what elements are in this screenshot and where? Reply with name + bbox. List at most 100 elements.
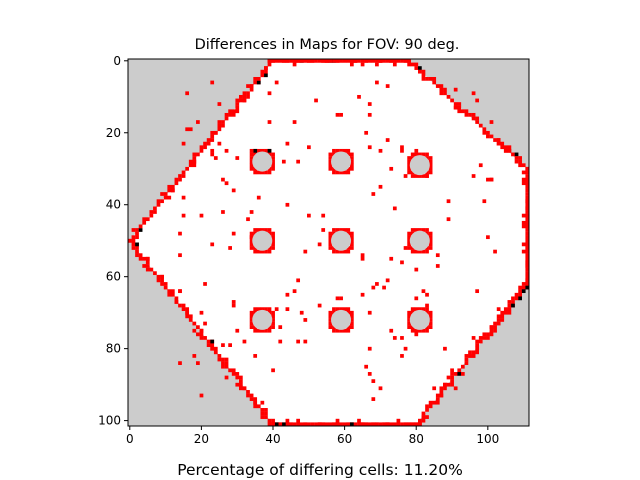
y-tick-label: 80 — [106, 342, 121, 356]
differing-cell — [142, 256, 147, 261]
differing-cell — [289, 422, 293, 427]
differing-cell — [396, 59, 401, 63]
differing-cell — [335, 249, 340, 254]
differing-cell — [407, 422, 411, 427]
differing-cell — [407, 62, 411, 67]
occupied-cell — [256, 80, 261, 85]
differing-cell — [267, 166, 272, 171]
occupied-cell — [135, 242, 139, 247]
differing-cell — [199, 328, 204, 333]
differing-cell — [249, 156, 254, 160]
differing-cell — [346, 231, 351, 236]
differing-cell — [253, 166, 258, 171]
differing-cell — [335, 296, 340, 301]
differing-cell — [514, 156, 519, 160]
differing-cell — [235, 375, 240, 380]
differing-cell — [274, 59, 279, 63]
differing-cell — [228, 109, 232, 114]
differing-cell — [478, 336, 483, 340]
differing-cell — [418, 69, 422, 74]
differing-cell — [518, 156, 522, 160]
differing-cell — [264, 228, 268, 232]
differing-cell — [271, 246, 275, 250]
differing-cell — [349, 242, 354, 247]
differing-cell — [435, 397, 440, 401]
differing-cell — [425, 292, 429, 297]
differing-cell — [310, 59, 315, 63]
differing-cell — [407, 159, 411, 164]
differing-cell — [407, 163, 411, 168]
differing-cell — [278, 59, 283, 63]
differing-cell — [242, 94, 247, 99]
differing-cell — [418, 174, 422, 178]
differing-cell — [414, 296, 419, 301]
differing-cell — [235, 372, 240, 376]
differing-cell — [493, 321, 497, 326]
differing-cell — [303, 422, 308, 427]
differing-cell — [400, 354, 404, 358]
differing-cell — [156, 274, 161, 279]
differing-cell — [281, 59, 286, 63]
differing-cell — [145, 264, 150, 268]
differing-cell — [292, 59, 297, 63]
differing-cell — [521, 177, 526, 182]
differing-cell — [235, 98, 240, 103]
differing-cell — [267, 228, 272, 232]
differing-cell — [428, 321, 433, 326]
differing-cell — [493, 328, 497, 333]
differing-cell — [328, 59, 333, 63]
differing-cell — [525, 246, 530, 250]
differing-cell — [221, 177, 225, 182]
differing-cell — [349, 321, 354, 326]
differing-cell — [346, 148, 351, 153]
differing-cell — [160, 199, 164, 204]
differing-cell — [131, 242, 136, 247]
differing-cell — [307, 213, 311, 218]
differing-cell — [264, 69, 268, 74]
differing-cell — [249, 242, 254, 247]
differing-cell — [260, 411, 265, 416]
differing-cell — [156, 278, 161, 283]
differing-cell — [450, 375, 454, 380]
differing-cell — [453, 105, 458, 110]
differing-cell — [346, 422, 351, 427]
differing-cell — [514, 159, 519, 164]
differing-cell — [375, 422, 379, 427]
differing-cell — [238, 379, 243, 383]
differing-cell — [518, 159, 522, 164]
differing-cell — [253, 228, 258, 232]
differing-cell — [468, 350, 472, 355]
differing-cell — [335, 59, 340, 63]
differing-cell — [196, 325, 200, 329]
differing-cell — [249, 325, 254, 329]
differing-cell — [321, 59, 326, 63]
differing-cell — [167, 289, 172, 294]
differing-cell — [332, 59, 336, 63]
differing-cell — [339, 228, 343, 232]
differing-cell — [493, 138, 497, 142]
differing-cell — [439, 91, 444, 96]
differing-cell — [503, 310, 508, 315]
differing-cell — [264, 148, 268, 153]
differing-cell — [443, 91, 447, 96]
differing-cell — [339, 148, 343, 153]
differing-cell — [253, 246, 258, 250]
differing-cell — [296, 59, 301, 63]
differing-cell — [428, 325, 433, 329]
differing-cell — [213, 346, 218, 351]
differing-cell — [328, 152, 333, 157]
differing-cell — [410, 328, 415, 333]
differing-cell — [392, 59, 397, 63]
differing-cell — [400, 59, 404, 63]
differing-cell — [317, 59, 322, 63]
differing-cell — [453, 372, 458, 376]
differing-cell — [199, 213, 204, 218]
chart-title: Differences in Maps for FOV: 90 deg. — [195, 37, 460, 53]
differing-cell — [231, 372, 236, 376]
differing-cell — [421, 228, 426, 232]
differing-cell — [235, 382, 240, 387]
occupied-cell — [267, 148, 272, 153]
differing-cell — [367, 145, 372, 150]
differing-cell — [421, 174, 426, 178]
differing-cell — [210, 343, 215, 347]
